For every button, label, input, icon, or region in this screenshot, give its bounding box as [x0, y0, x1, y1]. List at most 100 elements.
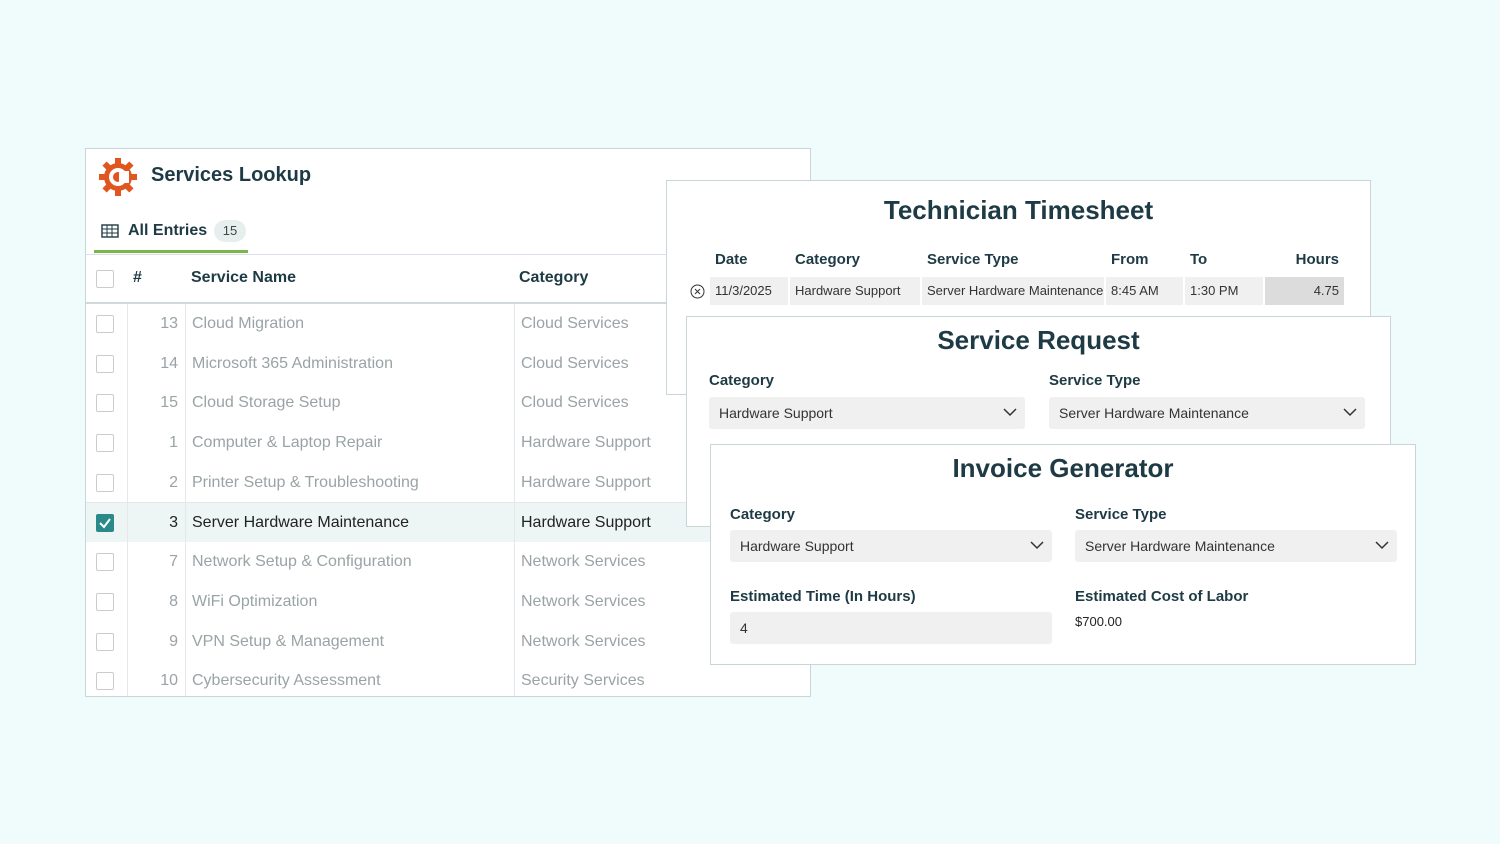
column-header: Category: [519, 269, 589, 286]
service-category: Cloud Services: [521, 354, 629, 372]
row-id: 3: [169, 513, 178, 531]
checkbox[interactable]: [96, 592, 114, 611]
row-id: 13: [160, 315, 178, 332]
column-separator: [127, 462, 128, 503]
divider: [86, 302, 810, 304]
checkbox[interactable]: [96, 315, 114, 333]
checkbox[interactable]: [96, 632, 114, 651]
service-name: Cybersecurity Assessment: [192, 672, 381, 690]
table-row[interactable]: 10 Cybersecurity Assessment Security Servi…: [86, 661, 810, 696]
field-label: Category: [709, 372, 775, 389]
column-separator: [127, 343, 128, 384]
column-header: Hours: [1295, 251, 1339, 268]
checkbox[interactable]: [96, 473, 114, 492]
dropdown-value: Server Hardware Maintenance: [1059, 405, 1249, 421]
column-separator: [127, 661, 128, 696]
checkbox[interactable]: [96, 553, 114, 572]
field-label: Estimated Cost of Labor: [1075, 588, 1249, 605]
tab-label[interactable]: All Entries: [128, 222, 208, 239]
chevron: [1375, 541, 1389, 550]
column-separator: [127, 383, 128, 424]
service-category: Security Services: [521, 672, 645, 690]
text-input[interactable]: 4: [730, 612, 1052, 644]
check: [99, 517, 111, 529]
dropdown-value: Server Hardware Maintenance: [1085, 538, 1275, 554]
row-id: 9: [169, 632, 178, 650]
service-name: Computer & Laptop Repair: [192, 434, 383, 452]
column-separator: [514, 383, 515, 424]
service-category: Cloud Services: [521, 315, 629, 332]
column-separator: [514, 621, 515, 662]
service-category: Network Services: [521, 553, 646, 571]
service-name: Cloud Storage Setup: [192, 394, 341, 412]
row-id: 10: [160, 672, 178, 690]
service-category: Network Services: [521, 632, 646, 650]
service-category: Cloud Services: [521, 394, 629, 412]
table-row[interactable]: 9 VPN Setup & Management Network Services: [86, 621, 810, 663]
service-name: Printer Setup & Troubleshooting: [192, 473, 419, 491]
row-id: 2: [169, 473, 178, 491]
service-name: Network Setup & Configuration: [192, 553, 412, 571]
column-header: Date: [715, 251, 748, 268]
field-label: Service Type: [1049, 372, 1141, 389]
column-separator: [185, 661, 186, 696]
service-category: Hardware Support: [521, 434, 651, 452]
checkbox[interactable]: [96, 434, 114, 453]
chevron: [1003, 408, 1017, 417]
tab-count: 15: [214, 220, 246, 242]
checkbox-all[interactable]: [96, 270, 114, 288]
checkbox[interactable]: [96, 354, 114, 373]
checkbox[interactable]: [96, 513, 114, 532]
chevron: [1030, 541, 1044, 550]
grid-icon: [101, 224, 119, 238]
cell: 8:45 AM: [1106, 277, 1183, 305]
column-separator: [185, 502, 186, 543]
row-id: 15: [160, 394, 178, 412]
remove-icon[interactable]: [690, 284, 705, 299]
dropdown[interactable]: Server Hardware Maintenance: [1049, 397, 1365, 429]
row-id: 1: [169, 434, 178, 452]
cell: 4.75: [1265, 277, 1344, 305]
checkbox[interactable]: [96, 672, 114, 691]
invoice-title: Invoice Generator: [952, 453, 1174, 483]
column-separator: [185, 621, 186, 662]
column-separator: [185, 581, 186, 622]
table-row[interactable]: 8 WiFi Optimization Network Services: [86, 581, 810, 623]
dropdown[interactable]: Hardware Support: [709, 397, 1025, 429]
service-name: Server Hardware Maintenance: [192, 513, 409, 531]
column-header: From: [1111, 251, 1149, 268]
field-label: Category: [730, 506, 796, 523]
field-label: Estimated Time (In Hours): [730, 588, 916, 605]
dropdown-value: Hardware Support: [719, 405, 833, 421]
column-separator: [127, 621, 128, 662]
cost-value: $700.00: [1075, 614, 1122, 629]
column-separator: [514, 581, 515, 622]
column-header: Category: [795, 251, 861, 268]
lookup-title: Services Lookup: [151, 164, 312, 186]
dropdown-value: Hardware Support: [740, 538, 854, 554]
column-separator: [127, 542, 128, 582]
column-separator: [514, 542, 515, 582]
row-id: 7: [169, 553, 178, 571]
checkbox[interactable]: [96, 394, 114, 413]
table-row[interactable]: 7 Network Setup & Configuration Network Se…: [86, 542, 810, 583]
chevron: [1343, 408, 1357, 417]
service-name: Microsoft 365 Administration: [192, 354, 393, 372]
dropdown[interactable]: Hardware Support: [730, 530, 1052, 562]
column-header: Service Name: [191, 269, 296, 286]
column-separator: [185, 343, 186, 384]
service-category: Hardware Support: [521, 473, 651, 491]
row-id: 14: [160, 354, 178, 372]
column-separator: [127, 423, 128, 463]
column-separator: [127, 502, 128, 543]
service-name: VPN Setup & Management: [192, 632, 385, 650]
timesheet-title: Technician Timesheet: [883, 195, 1154, 225]
column-header: #: [133, 269, 142, 286]
request-title: Service Request: [937, 325, 1140, 355]
service-name: Cloud Migration: [192, 315, 305, 332]
column-separator: [514, 502, 515, 543]
column-separator: [185, 383, 186, 424]
divider: [86, 254, 810, 255]
dropdown[interactable]: Server Hardware Maintenance: [1075, 530, 1397, 562]
service-name: WiFi Optimization: [192, 592, 318, 610]
